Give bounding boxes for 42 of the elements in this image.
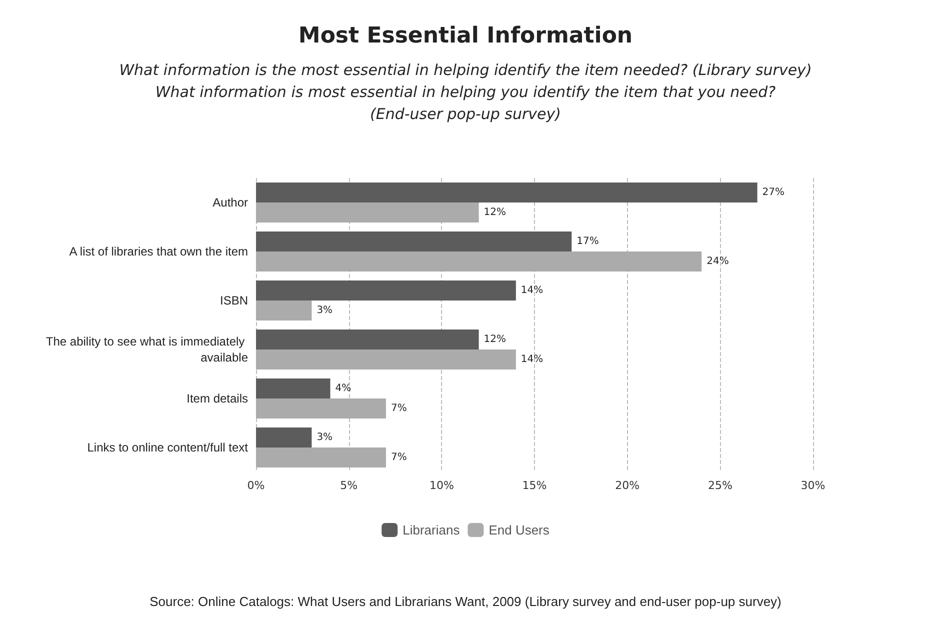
x-tick-label: 30% [800,479,826,492]
bar [256,398,386,418]
legend-label: Librarians [402,522,460,538]
data-label: 7% [390,403,407,414]
bar [256,350,516,370]
data-label: 3% [316,305,333,316]
data-label: 17% [576,236,599,247]
x-tick-label: 0% [247,479,265,492]
bar [256,202,479,222]
bar [256,252,702,272]
data-label: 14% [520,354,544,365]
x-tick-label: 15% [522,479,547,492]
data-label: 14% [520,285,544,296]
x-tick-label: 5% [340,479,358,492]
data-label: 4% [335,383,352,394]
data-label: 3% [316,432,333,443]
y-tick-label: Author [212,196,248,210]
y-tick-label: ISBN [220,294,248,308]
chart-subtitle: What information is the most essential in helping identify the item needed? (Library survey) What information is most essential in helping you identify the item that you need? (End-user pop-up survey) [119,61,812,123]
y-tick-label: Links to online content/full text [87,440,249,454]
bar [256,280,516,300]
bar [256,300,312,320]
y-tick-label: Item details [186,392,248,406]
data-label: 24% [706,256,729,267]
data-label: 27% [762,187,785,198]
x-tick-label: 10% [429,479,454,492]
bar [256,428,312,448]
bar [256,182,758,202]
source-note: Source: Online Catalogs: What Users and Librarians Want, 2009 (Library survey and end-user pop-up survey) [150,594,782,609]
bar [256,330,479,350]
y-tick-label: A list of libraries that own the item [69,244,248,258]
bar [256,232,572,252]
legend-label: End Users [488,522,550,538]
data-label: 12% [484,207,506,218]
y-tick-label: The ability to see what is immediately available [46,334,248,364]
data-label: 12% [484,334,506,345]
bar [256,448,386,468]
data-label: 7% [390,452,407,463]
x-tick-label: 25% [708,479,732,492]
x-tick-label: 20% [615,479,640,492]
chart-title: Most Essential Information [298,24,633,48]
bar [256,378,330,398]
